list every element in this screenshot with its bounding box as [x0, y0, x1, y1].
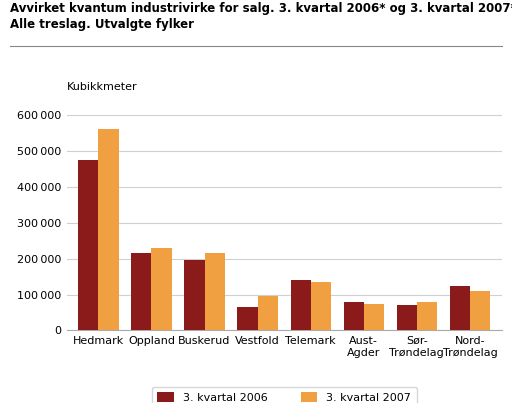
Bar [397, 305, 417, 330]
Bar [364, 303, 384, 330]
Bar [311, 282, 331, 330]
Bar [78, 160, 98, 330]
Bar [470, 291, 490, 330]
Bar [258, 296, 278, 330]
Bar [417, 302, 437, 330]
Bar [152, 248, 172, 330]
Bar [238, 307, 258, 330]
Text: Kubikkmeter: Kubikkmeter [67, 81, 137, 91]
Text: Alle treslag. Utvalgte fylker: Alle treslag. Utvalgte fylker [10, 18, 194, 31]
Bar [205, 253, 225, 330]
Bar [184, 260, 205, 330]
Bar [290, 280, 311, 330]
Bar [131, 253, 152, 330]
Bar [450, 286, 470, 330]
Text: Avvirket kvantum industrivirke for salg. 3. kvartal 2006* og 3. kvartal 2007*.: Avvirket kvantum industrivirke for salg.… [10, 2, 512, 15]
Bar [344, 302, 364, 330]
Legend: 3. kvartal 2006, 3. kvartal 2007: 3. kvartal 2006, 3. kvartal 2007 [152, 386, 417, 403]
Bar [98, 129, 119, 330]
